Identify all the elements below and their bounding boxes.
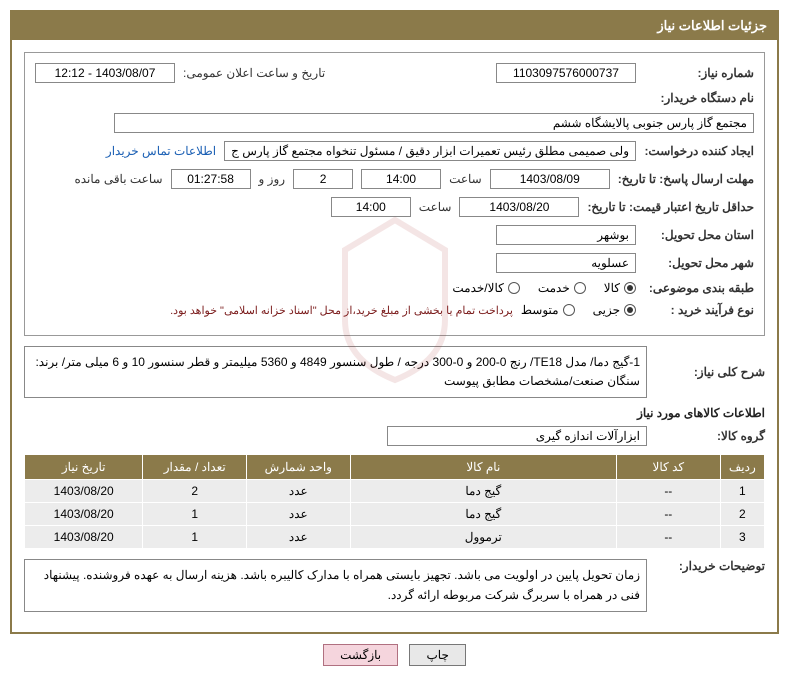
province-value: بوشهر xyxy=(496,225,636,245)
radio-icon xyxy=(508,282,520,294)
category-label: طبقه بندی موضوعی: xyxy=(644,281,754,295)
cell-date: 1403/08/20 xyxy=(25,526,143,549)
cell-code: -- xyxy=(617,503,721,526)
radio-medium-label: متوسط xyxy=(521,303,559,317)
radio-service-label: خدمت xyxy=(538,281,570,295)
cell-row: 1 xyxy=(720,480,764,503)
buyer-notes-label: توضیحات خریدار: xyxy=(655,559,765,573)
city-label: شهر محل تحویل: xyxy=(644,256,754,270)
announce-date-value: 1403/08/07 - 12:12 xyxy=(35,63,175,83)
cell-name: گیج دما xyxy=(350,480,616,503)
cell-unit: عدد xyxy=(247,503,351,526)
print-button[interactable]: چاپ xyxy=(409,644,465,666)
th-qty: تعداد / مقدار xyxy=(143,455,247,480)
buyer-org-value: مجتمع گاز پارس جنوبی پالایشگاه ششم xyxy=(114,113,754,133)
th-unit: واحد شمارش xyxy=(247,455,351,480)
remaining-text: ساعت باقی مانده xyxy=(74,172,162,186)
validity-date-value: 1403/08/20 xyxy=(459,197,579,217)
table-header-row: ردیف کد کالا نام کالا واحد شمارش تعداد /… xyxy=(25,455,765,480)
cell-code: -- xyxy=(617,480,721,503)
need-summary-label: شرح کلی نیاز: xyxy=(655,365,765,379)
th-name: نام کالا xyxy=(350,455,616,480)
buyer-org-label: نام دستگاه خریدار: xyxy=(644,91,754,105)
requester-value: ولی صمیمی مطلق رئیس تعمیرات ابزار دقیق /… xyxy=(224,141,636,161)
process-type-label: نوع فرآیند خرید : xyxy=(644,303,754,317)
cell-date: 1403/08/20 xyxy=(25,503,143,526)
cell-qty: 2 xyxy=(143,480,247,503)
deadline-date-value: 1403/08/09 xyxy=(490,169,610,189)
radio-icon xyxy=(624,282,636,294)
radio-minor-label: جزیی xyxy=(593,303,620,317)
items-table: ردیف کد کالا نام کالا واحد شمارش تعداد /… xyxy=(24,454,765,549)
table-row: 1--گیج دماعدد21403/08/20 xyxy=(25,480,765,503)
radio-both[interactable]: کالا/خدمت xyxy=(452,281,519,295)
province-label: استان محل تحویل: xyxy=(644,228,754,242)
group-label: گروه کالا: xyxy=(655,429,765,443)
main-frame: جزئیات اطلاعات نیاز شماره نیاز: 11030975… xyxy=(10,10,779,634)
buyer-notes-text: زمان تحویل پایین در اولویت می باشد. تجهی… xyxy=(24,559,647,611)
deadline-time-value: 14:00 xyxy=(361,169,441,189)
group-value: ابزارآلات اندازه گیری xyxy=(387,426,647,446)
th-row: ردیف xyxy=(720,455,764,480)
days-remaining-value: 2 xyxy=(293,169,353,189)
table-row: 2--گیج دماعدد11403/08/20 xyxy=(25,503,765,526)
radio-minor[interactable]: جزیی xyxy=(593,303,636,317)
panel-header: جزئیات اطلاعات نیاز xyxy=(12,12,777,40)
city-value: عسلویه xyxy=(496,253,636,273)
radio-icon xyxy=(563,304,575,316)
radio-medium[interactable]: متوسط xyxy=(521,303,575,317)
cell-qty: 1 xyxy=(143,526,247,549)
radio-goods-label: کالا xyxy=(604,281,620,295)
cell-name: ترموول xyxy=(350,526,616,549)
cell-name: گیج دما xyxy=(350,503,616,526)
back-button[interactable]: بازگشت xyxy=(323,644,398,666)
time-label-2: ساعت xyxy=(419,200,452,214)
days-text: روز و xyxy=(259,172,286,186)
radio-icon xyxy=(574,282,586,294)
need-number-value: 1103097576000737 xyxy=(496,63,636,83)
details-panel: شماره نیاز: 1103097576000737 تاریخ و ساع… xyxy=(24,52,765,336)
radio-service[interactable]: خدمت xyxy=(538,281,586,295)
deadline-label: مهلت ارسال پاسخ: تا تاریخ: xyxy=(618,172,754,186)
cell-date: 1403/08/20 xyxy=(25,480,143,503)
table-row: 3--ترموولعدد11403/08/20 xyxy=(25,526,765,549)
radio-both-label: کالا/خدمت xyxy=(452,281,503,295)
requester-label: ایجاد کننده درخواست: xyxy=(644,144,754,158)
category-radio-group: کالا خدمت کالا/خدمت xyxy=(452,281,636,295)
th-code: کد کالا xyxy=(617,455,721,480)
th-date: تاریخ نیاز xyxy=(25,455,143,480)
cell-code: -- xyxy=(617,526,721,549)
buyer-contact-link[interactable]: اطلاعات تماس خریدار xyxy=(106,144,216,158)
buttons-row: چاپ بازگشت xyxy=(10,644,779,666)
items-section-title: اطلاعات کالاهای مورد نیاز xyxy=(24,406,765,420)
cell-qty: 1 xyxy=(143,503,247,526)
radio-icon xyxy=(624,304,636,316)
payment-note: پرداخت تمام یا بخشی از مبلغ خرید،از محل … xyxy=(170,304,513,317)
need-number-label: شماره نیاز: xyxy=(644,66,754,80)
cell-row: 2 xyxy=(720,503,764,526)
time-label-1: ساعت xyxy=(449,172,482,186)
time-remaining-value: 01:27:58 xyxy=(171,169,251,189)
cell-unit: عدد xyxy=(247,480,351,503)
validity-label: حداقل تاریخ اعتبار قیمت: تا تاریخ: xyxy=(587,200,754,214)
cell-unit: عدد xyxy=(247,526,351,549)
validity-time-value: 14:00 xyxy=(331,197,411,217)
panel-title: جزئیات اطلاعات نیاز xyxy=(657,18,767,33)
process-radio-group: جزیی متوسط xyxy=(521,303,636,317)
need-summary-text: 1-گیج دما/ مدل TE18/ رنج 0-200 و 0-300 د… xyxy=(24,346,647,398)
content-area: شماره نیاز: 1103097576000737 تاریخ و ساع… xyxy=(12,40,777,632)
cell-row: 3 xyxy=(720,526,764,549)
announce-date-label: تاریخ و ساعت اعلان عمومی: xyxy=(183,66,325,80)
radio-goods[interactable]: کالا xyxy=(604,281,636,295)
